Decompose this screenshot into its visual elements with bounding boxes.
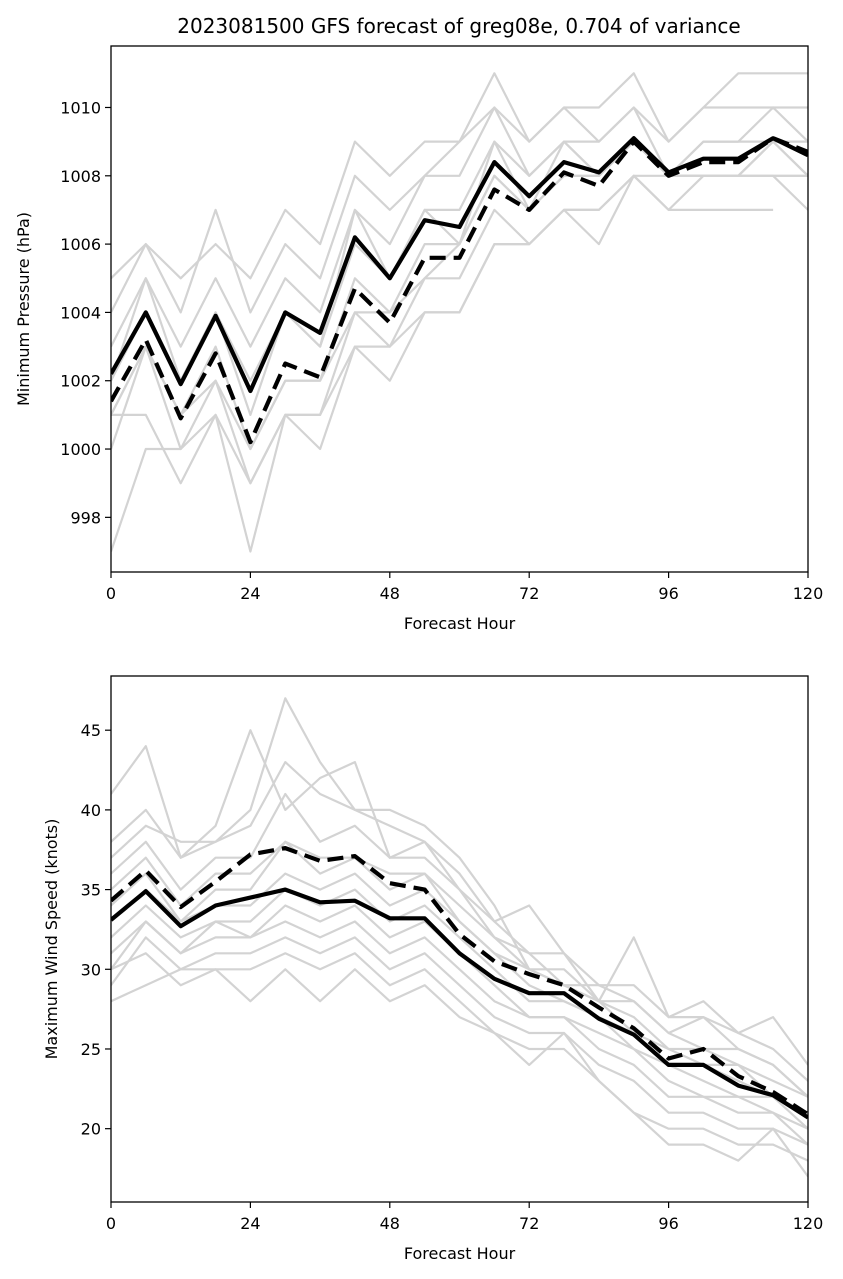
x-axis-label: Forecast Hour: [404, 1244, 516, 1263]
y-axis-label: Minimum Pressure (hPa): [14, 212, 33, 406]
y-tick-label: 1004: [60, 303, 101, 322]
x-tick-label: 120: [793, 584, 824, 603]
dashed-mean-line: [111, 136, 808, 445]
ensemble-member-line-1: [111, 729, 808, 1066]
x-tick-label: 24: [240, 584, 260, 603]
y-tick-label: 40: [81, 801, 101, 820]
ensemble-member-line-8: [111, 174, 808, 485]
pressure-panel: 0 24 48 72 96 120 998 1000 1002 1004 1006 1008 1010 F…: [14, 45, 824, 633]
y-tick-label: 1008: [60, 167, 101, 186]
y-tick-label: 1006: [60, 235, 101, 254]
ensemble-member-line-6: [111, 140, 808, 451]
x-tick-label: 48: [380, 1214, 400, 1233]
axes-frame: [110, 45, 809, 573]
ensemble-member-line-10: [111, 920, 808, 1146]
y-tick-label: 35: [81, 881, 101, 900]
ensemble-member-line-2: [111, 106, 808, 314]
y-tick-label: 1000: [60, 440, 101, 459]
ensemble-member-line-4: [111, 140, 808, 382]
ensemble-member-line-4: [111, 792, 808, 1098]
y-axis-label: Maximum Wind Speed (knots): [42, 819, 61, 1060]
chart-title: 2023081500 GFS forecast of greg08e, 0.70…: [177, 14, 740, 38]
x-tick-label: 24: [240, 1214, 260, 1233]
ensemble-member-line-11: [111, 936, 808, 1146]
y-tick-label: 45: [81, 721, 101, 740]
x-tick-label: 0: [106, 1214, 116, 1233]
ensemble-member-line-7: [111, 872, 808, 1114]
plot-area: [111, 697, 808, 1178]
ensemble-member-line-3: [111, 761, 808, 1098]
x-tick-label: 0: [106, 584, 116, 603]
y-tick-label: 998: [70, 508, 101, 527]
ensemble-member-line-6: [111, 840, 808, 1114]
ensemble-member-line-13: [111, 968, 808, 1178]
ensemble-member-line-2: [111, 697, 808, 1082]
x-tick-label: 72: [519, 584, 539, 603]
x-tick-label: 120: [793, 1214, 824, 1233]
dashed-mean-line: [111, 846, 808, 1117]
plot-area: [111, 72, 808, 553]
y-tick-label: 1010: [60, 98, 101, 117]
ensemble-member-line-12: [111, 952, 808, 1162]
y-tick-label: 20: [81, 1120, 101, 1139]
ensemble-member-line-8: [111, 888, 808, 1130]
x-tick-label: 96: [658, 584, 678, 603]
x-axis-label: Forecast Hour: [404, 614, 516, 633]
y-tick-label: 30: [81, 960, 101, 979]
y-tick-label: 25: [81, 1040, 101, 1059]
wind-panel: 0 24 48 72 96 120 20 25 30 35 40 45 Forecast Hour Max…: [42, 675, 824, 1263]
ensemble-member-line-7: [111, 140, 808, 451]
ensemble-member-line-10: [111, 174, 808, 553]
axes-frame: [110, 675, 809, 1203]
x-tick-label: 48: [380, 584, 400, 603]
y-tick-label: 1002: [60, 372, 101, 391]
x-tick-label: 72: [519, 1214, 539, 1233]
solid-mean-line: [111, 136, 808, 394]
x-tick-label: 96: [658, 1214, 678, 1233]
solid-mean-line: [111, 887, 808, 1120]
